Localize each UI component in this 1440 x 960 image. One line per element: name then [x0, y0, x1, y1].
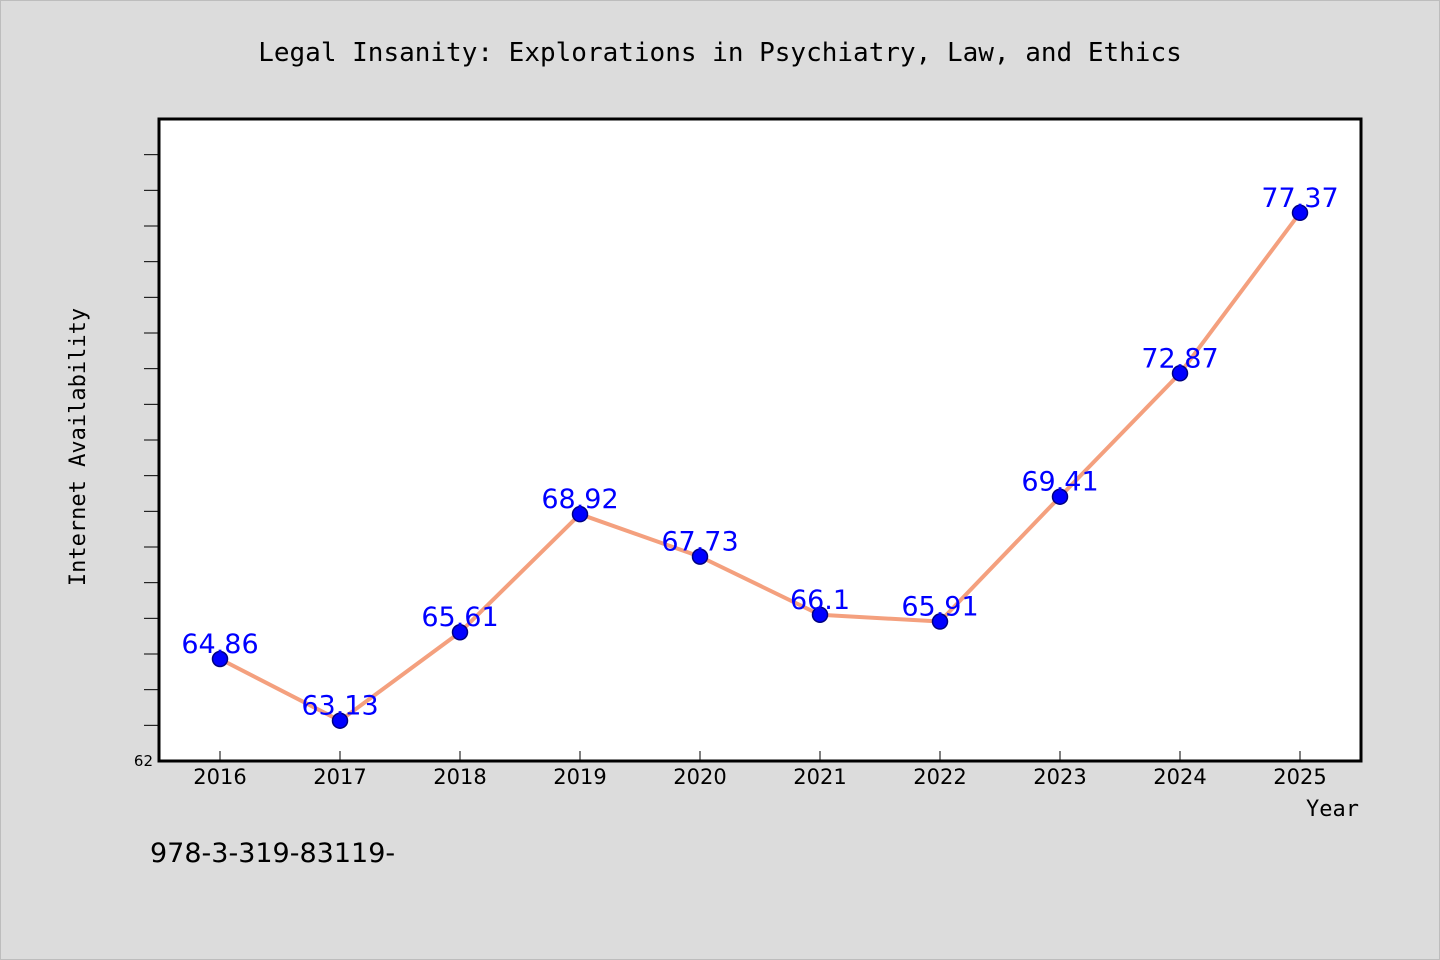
data-label: 69.41	[1021, 467, 1098, 498]
data-point	[211, 650, 229, 668]
data-point	[451, 623, 469, 641]
data-point	[1171, 365, 1189, 382]
x-tick-label: 2017	[313, 765, 366, 789]
data-point	[691, 548, 709, 565]
x-tick-label: 2025	[1273, 765, 1326, 789]
y-axis-label: Internet Availability	[66, 308, 91, 586]
data-label: 63.13	[301, 691, 378, 722]
data-label: 66.1	[790, 585, 850, 616]
data-label: 68.92	[541, 484, 618, 515]
data-point	[331, 712, 349, 729]
x-tick-label: 2023	[1033, 765, 1086, 789]
x-axis-ticks: 2016 2017 2018 2019 2020 2021 2022 2023 2024 2025	[193, 751, 1327, 789]
x-tick-label: 2022	[913, 765, 966, 789]
chart-title: Legal Insanity: Explorations in Psychiat…	[258, 38, 1182, 68]
data-point	[811, 606, 829, 624]
y-tick-label: 62	[134, 752, 153, 770]
data-label: 72.87	[1141, 343, 1218, 374]
data-point	[931, 613, 949, 630]
series-line	[218, 210, 1302, 723]
data-label: 67.73	[661, 527, 738, 558]
x-tick-label: 2016	[193, 765, 246, 789]
x-tick-label: 2020	[673, 765, 726, 789]
data-label: 77.37	[1261, 183, 1338, 214]
x-tick-label: 2018	[433, 765, 486, 789]
data-label: 65.61	[421, 602, 498, 633]
series-layer: 64.86 63.13 65.61 68.92 67.73 66.1 65.91 69.41 7…	[181, 183, 1339, 729]
x-tick-label: 2024	[1153, 765, 1206, 789]
data-label: 64.86	[181, 629, 258, 660]
x-axis-label: Year	[1306, 797, 1359, 822]
data-label: 65.91	[901, 592, 978, 623]
data-point	[1291, 204, 1309, 222]
x-tick-label: 2019	[553, 765, 606, 789]
footnote: 978-3-319-83119-	[150, 838, 395, 869]
x-tick-label: 2021	[793, 765, 846, 789]
data-point	[1051, 488, 1069, 505]
plot-area	[157, 117, 1363, 763]
data-point	[571, 505, 589, 523]
y-axis-ticks: 62	[134, 154, 159, 770]
